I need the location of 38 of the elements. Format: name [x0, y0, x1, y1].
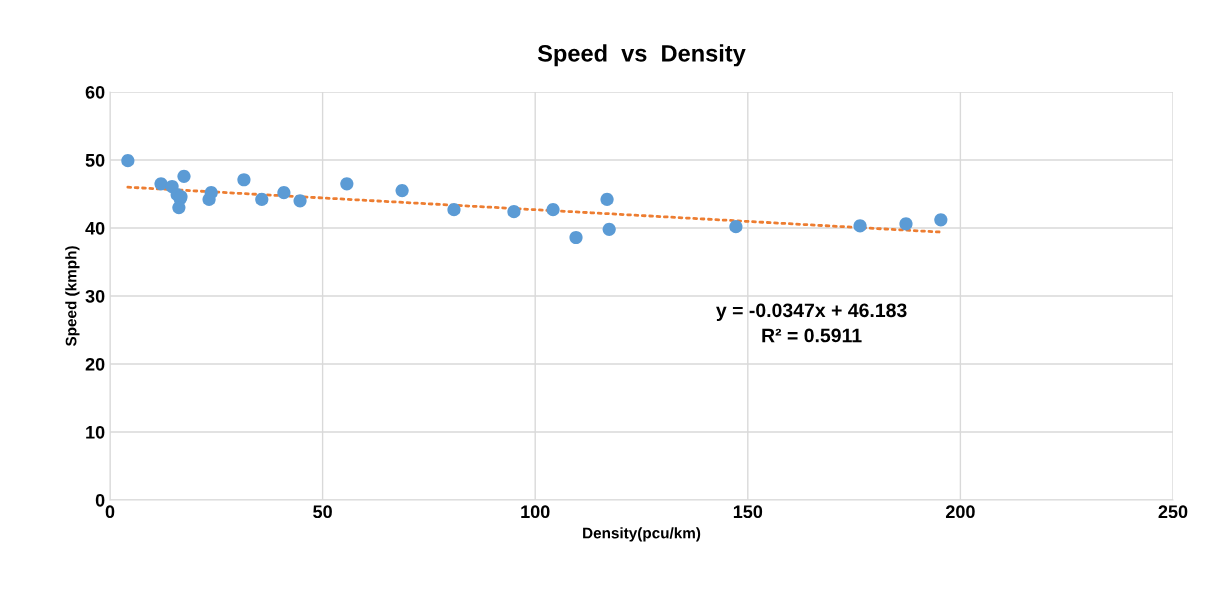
- point: [853, 219, 867, 233]
- point: [154, 177, 168, 191]
- x-tick-label: 50: [313, 505, 332, 519]
- y-tick-label: 10: [86, 425, 105, 439]
- point: [121, 154, 135, 168]
- x-tick-label: 100: [521, 505, 550, 519]
- point: [255, 192, 269, 207]
- point: [729, 220, 743, 234]
- point: [447, 203, 461, 217]
- y-tick-label: 40: [85, 221, 105, 235]
- y-tick-label: 30: [85, 289, 105, 303]
- point: [395, 184, 409, 198]
- point: [172, 201, 186, 215]
- point: [546, 203, 560, 217]
- y-tick-label: 20: [85, 357, 105, 371]
- point: [340, 177, 354, 191]
- point: [204, 186, 218, 200]
- annotation: y = -0.0347x + 46.183 R² = 0.5911: [716, 303, 907, 343]
- point: [934, 213, 948, 227]
- chart-title: Speed vs Density: [537, 44, 746, 67]
- point: [507, 205, 521, 219]
- point: [293, 194, 307, 208]
- point: [177, 169, 191, 183]
- x-tick-label: 200: [945, 505, 975, 519]
- point: [602, 222, 616, 236]
- y-tick-label: 50: [85, 153, 105, 167]
- y-tick-label: 0: [95, 493, 105, 507]
- y-tick-label: 60: [85, 85, 105, 99]
- point: [237, 173, 251, 187]
- point: [600, 192, 614, 207]
- y-axis-title: Speed (kmph): [65, 246, 80, 347]
- point: [569, 230, 583, 245]
- x-tick-label: 0: [105, 505, 115, 519]
- x-tick-label: 250: [1158, 505, 1188, 519]
- x-axis-title: Density(pcu/km): [583, 527, 701, 542]
- x-tick-label: 150: [733, 505, 763, 519]
- point: [899, 217, 913, 231]
- point: [277, 186, 291, 200]
